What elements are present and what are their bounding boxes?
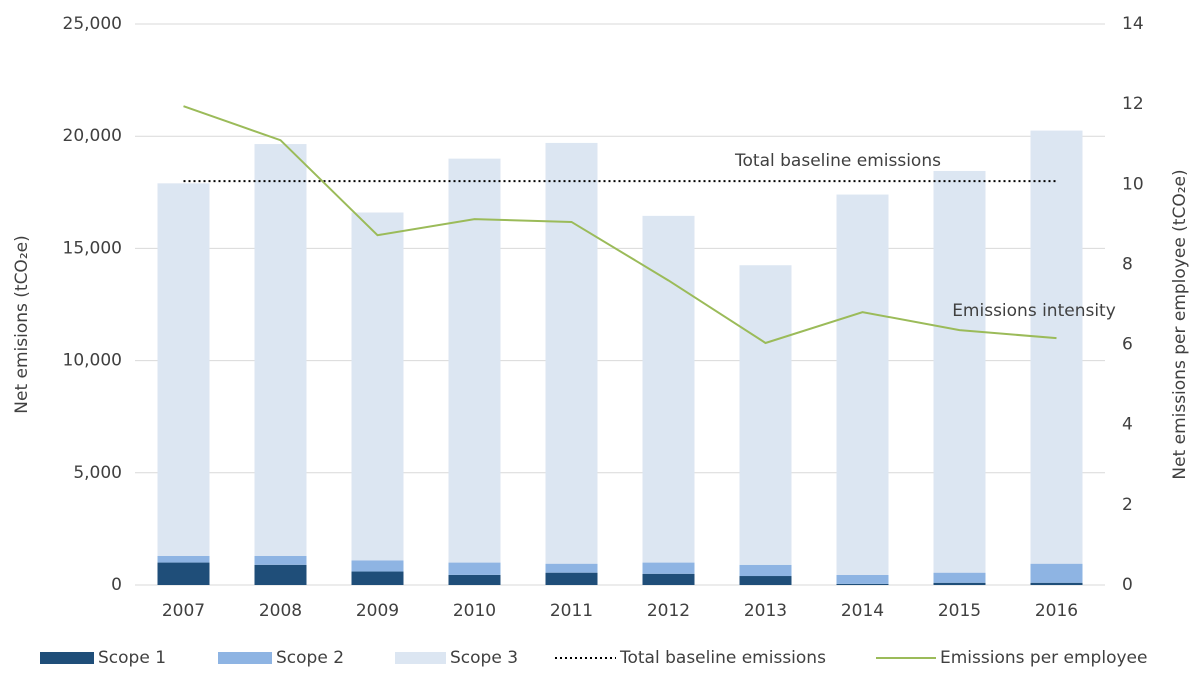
bar-segment [157, 562, 210, 585]
y2-tick-label: 10 [1122, 174, 1144, 194]
y-axis-label: Net emisions (tCO₂e) [12, 235, 32, 413]
bar-segment [448, 574, 501, 585]
x-tick-label: 2009 [356, 601, 399, 621]
bar-segment [157, 555, 210, 563]
x-tick-label: 2015 [938, 601, 981, 621]
bar-segment [1030, 582, 1083, 585]
bar-segment [933, 170, 986, 573]
bar-segment [642, 562, 695, 574]
legend-swatch [218, 652, 272, 664]
annotation: Emissions intensity [952, 301, 1116, 321]
x-tick-label: 2008 [259, 601, 302, 621]
bar-segment [739, 564, 792, 577]
legend-swatch [40, 652, 94, 664]
legend-label: Total baseline emissions [619, 648, 826, 668]
bar-segment [933, 572, 986, 583]
y-tick-label: 25,000 [63, 14, 122, 34]
y-tick-label: 15,000 [63, 238, 122, 258]
legend-label: Scope 2 [276, 648, 344, 668]
x-tick-label: 2013 [744, 601, 787, 621]
x-tick-label: 2007 [162, 601, 205, 621]
y-tick-label: 10,000 [63, 351, 122, 371]
bar-segment [739, 576, 792, 585]
y-tick-label: 20,000 [63, 126, 122, 146]
bar-segment [836, 583, 889, 585]
bar-segment [448, 158, 501, 563]
bar-segment [254, 144, 307, 556]
legend-label: Scope 1 [98, 648, 166, 668]
bar-segment [836, 194, 889, 575]
bar-segment [545, 572, 598, 585]
x-tick-label: 2016 [1035, 601, 1078, 621]
bar-segment [351, 571, 404, 585]
y2-tick-label: 2 [1122, 495, 1133, 515]
bar-segment [545, 563, 598, 573]
y2-tick-label: 4 [1122, 415, 1133, 435]
bar-segment [545, 142, 598, 564]
bar-segment [254, 564, 307, 585]
bar-segment [642, 573, 695, 585]
bar-segment [642, 215, 695, 563]
line-series [183, 105, 1057, 345]
y2-tick-label: 8 [1122, 254, 1133, 274]
bar-segment [448, 562, 501, 575]
legend-swatch [395, 652, 446, 664]
x-tick-label: 2014 [841, 601, 884, 621]
y2-tick-label: 0 [1122, 575, 1133, 595]
y2-tick-label: 12 [1122, 94, 1144, 114]
legend-label: Emissions per employee [940, 648, 1147, 668]
y2-axis-label: Net emissions per employee (tCO₂e) [1170, 169, 1190, 479]
bar-segment [157, 183, 210, 556]
bar-segment [351, 212, 404, 561]
bar-segment [933, 582, 986, 585]
y2-tick-label: 6 [1122, 335, 1133, 355]
bar-segment [1030, 130, 1083, 564]
bar-segment [1030, 563, 1083, 583]
legend-label: Scope 3 [450, 648, 518, 668]
annotation: Total baseline emissions [734, 151, 941, 171]
y-tick-label: 0 [111, 575, 122, 595]
x-tick-label: 2010 [453, 601, 496, 621]
bar-segment [351, 560, 404, 572]
bar-segment [836, 574, 889, 584]
x-tick-label: 2012 [647, 601, 690, 621]
y-tick-label: 5,000 [73, 463, 122, 483]
x-tick-label: 2011 [550, 601, 593, 621]
y2-tick-label: 14 [1122, 14, 1144, 34]
bar-segment [254, 555, 307, 565]
bar-segment [739, 265, 792, 565]
